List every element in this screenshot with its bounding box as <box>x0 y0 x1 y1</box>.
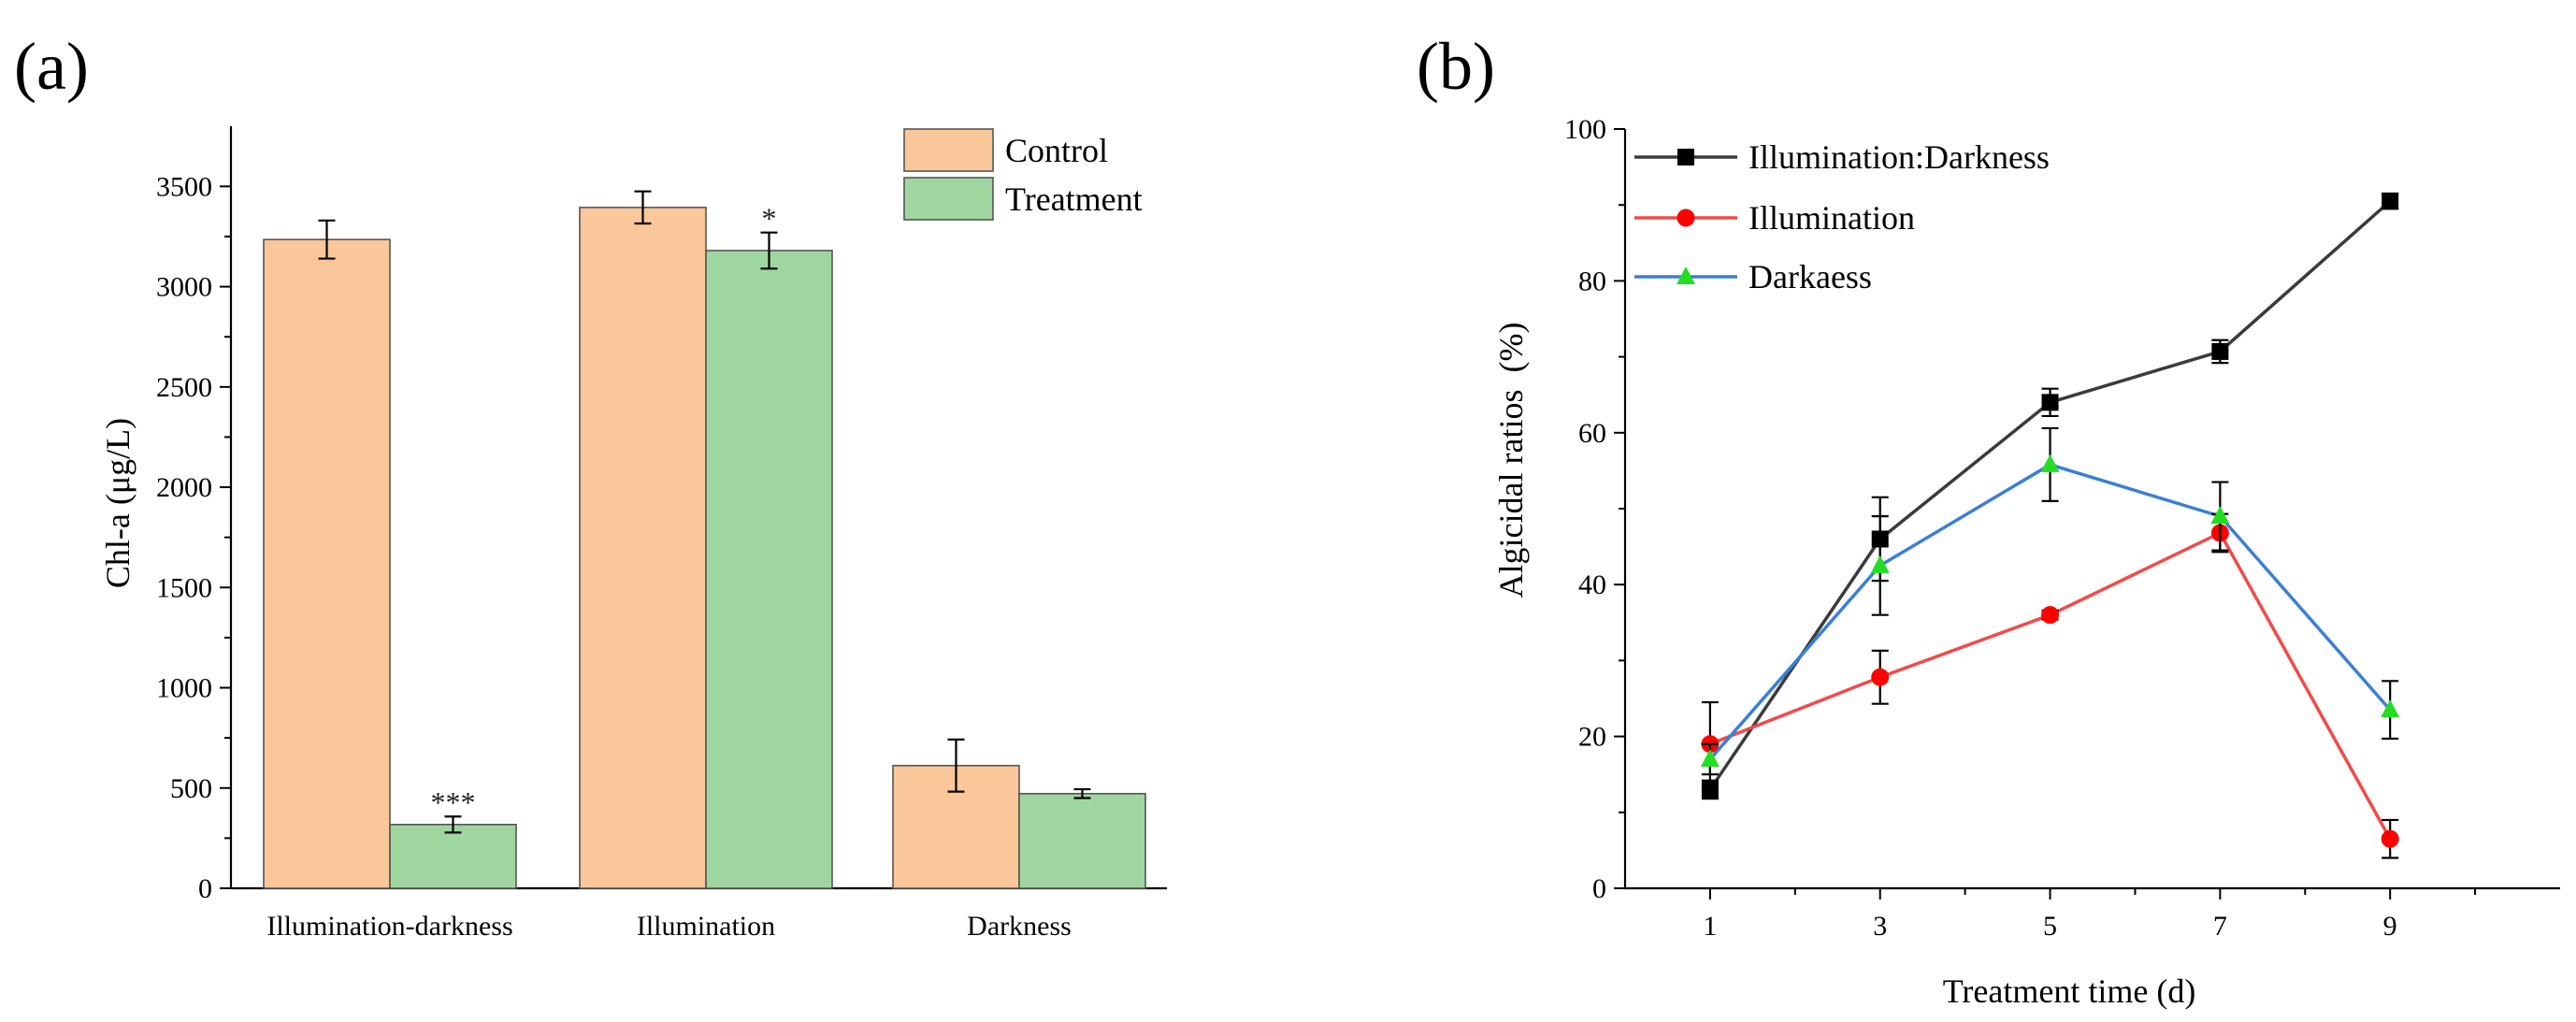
b-point-circle <box>1871 668 1890 686</box>
b-legend-marker-square <box>1677 149 1694 166</box>
b-point-square <box>2211 342 2229 360</box>
b-legend-label: Darkaess <box>1749 258 1872 295</box>
panel-b-label: (b) <box>1417 29 1495 104</box>
a-y-tick-label: 3000 <box>156 272 212 303</box>
a-x-category-label: Darkness <box>967 911 1072 942</box>
panel-a-plot-area: 0 500 1000 1500 2000 2500 3000 3500 Illumination… <box>156 126 1167 942</box>
panel-a-y-axis-label: Chl-a (μg/L) <box>99 418 137 588</box>
b-point-triangle <box>2381 699 2400 718</box>
b-point-square <box>2382 193 2399 210</box>
panel-b-y-axis-label: Algicidal ratios (%) <box>1492 323 1530 598</box>
b-point-triangle <box>1870 554 1890 573</box>
b-point-circle <box>2041 606 2060 625</box>
a-x-category-label: Illumination-darkness <box>266 911 512 942</box>
b-legend-marker-triangle <box>1677 266 1695 284</box>
a-x-category-label: Illumination <box>637 911 775 942</box>
a-bar-treatment <box>1018 792 1146 889</box>
a-y-tick-label: 2500 <box>156 372 212 403</box>
panel-a: (a) Chl-a (μg/L) 0 500 1000 1500 2000 2500 300… <box>14 29 1167 942</box>
b-point-triangle <box>1700 748 1720 767</box>
b-y-tick-label: 20 <box>1578 722 1606 753</box>
a-y-tick-label: 0 <box>198 873 212 904</box>
a-legend-swatch-treatment <box>903 177 994 221</box>
b-x-tick-label: 3 <box>1873 911 1887 942</box>
b-point-square <box>2041 394 2059 411</box>
a-bar-treatment <box>705 250 833 889</box>
b-y-tick-label: 60 <box>1578 418 1606 449</box>
panel-b: (b) Algicidal ratios (%) Treatment time … <box>1417 29 2560 1010</box>
panel-a-label: (a) <box>14 29 89 104</box>
a-significance-label: *** <box>431 785 476 819</box>
b-y-tick-label: 40 <box>1578 569 1606 600</box>
b-point-triangle <box>2210 506 2230 525</box>
a-legend-swatch-control <box>903 128 994 172</box>
a-bar-control <box>579 207 707 889</box>
a-bar-control <box>263 238 391 889</box>
panel-b-plot-area: 0 20 40 60 80 100 1 3 5 7 9 Illumination:Darkness Il… <box>1564 114 2560 942</box>
b-legend-marker-circle <box>1677 209 1695 227</box>
b-legend-label: Illumination <box>1749 199 1915 237</box>
b-legend-label: Illumination:Darkness <box>1749 138 2050 176</box>
a-bar-treatment <box>389 823 517 889</box>
b-y-tick-label: 80 <box>1578 266 1606 296</box>
a-y-tick-label: 1500 <box>156 572 212 603</box>
a-y-tick-label: 2000 <box>156 472 212 503</box>
a-y-tick-label: 1000 <box>156 673 212 704</box>
a-legend-label: Control <box>1005 132 1108 169</box>
b-y-tick-label: 0 <box>1592 873 1606 904</box>
b-x-tick-label: 7 <box>2213 911 2227 942</box>
a-significance-label: * <box>762 202 777 236</box>
panel-b-x-axis-label: Treatment time (d) <box>1943 972 2196 1010</box>
a-legend-label: Treatment <box>1005 180 1143 218</box>
b-y-tick-label: 100 <box>1564 114 1606 145</box>
b-x-tick-label: 9 <box>2383 911 2397 942</box>
b-point-circle <box>2381 829 2399 848</box>
b-x-tick-label: 5 <box>2043 911 2057 942</box>
b-series-line-1 <box>1709 530 2392 841</box>
b-point-triangle <box>2040 453 2060 472</box>
b-x-tick-label: 1 <box>1703 911 1717 942</box>
a-y-tick-label: 3500 <box>156 171 212 202</box>
a-y-tick-label: 500 <box>170 773 212 804</box>
